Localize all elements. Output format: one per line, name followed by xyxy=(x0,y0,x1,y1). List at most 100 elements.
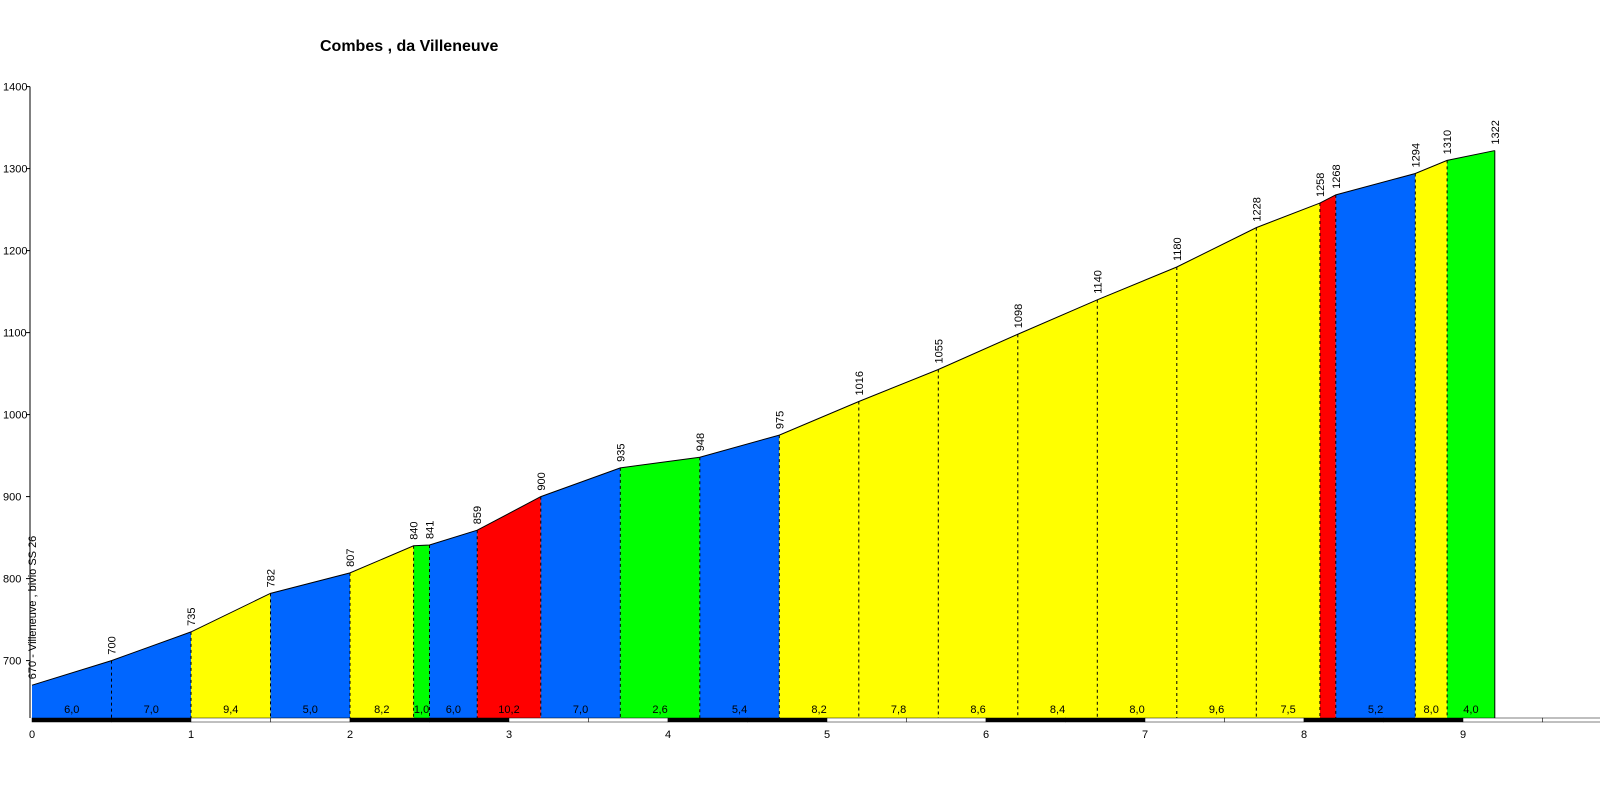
segment-gradient-label: 2,6 xyxy=(652,704,667,716)
km-bar-block xyxy=(111,717,192,723)
elevation-label: 900 xyxy=(536,472,548,490)
x-tick-label: 7 xyxy=(1142,729,1148,741)
km-bar-block xyxy=(667,717,748,723)
km-bar-block xyxy=(747,717,828,723)
elevation-label: 735 xyxy=(186,608,198,626)
y-tick-label: 1100 xyxy=(3,328,27,340)
gradient-segment xyxy=(540,467,621,718)
elevation-label: 841 xyxy=(425,521,437,539)
km-bar-block xyxy=(826,717,907,723)
km-bar-block xyxy=(1144,717,1225,723)
km-bar-block xyxy=(985,717,1066,723)
elevation-label: 935 xyxy=(615,444,627,462)
x-tick-label: 8 xyxy=(1301,729,1307,741)
gradient-segment xyxy=(1097,267,1177,718)
elevation-label: 1294 xyxy=(1410,143,1422,167)
elevation-label: 1098 xyxy=(1013,304,1025,328)
km-bar-block xyxy=(906,717,987,723)
km-bar-block xyxy=(429,717,510,723)
km-bar-block xyxy=(270,717,351,723)
gradient-segment xyxy=(270,572,350,718)
gradient-segment xyxy=(1415,160,1448,718)
elevation-label: 859 xyxy=(472,506,484,524)
x-tick-label: 4 xyxy=(665,729,671,741)
km-bar-block xyxy=(1303,717,1384,723)
segment-gradient-label: 9,6 xyxy=(1209,704,1224,716)
segment-gradient-label: 5,2 xyxy=(1368,704,1383,716)
elevation-label: 1322 xyxy=(1490,120,1502,144)
segment-gradient-label: 10,2 xyxy=(498,704,519,716)
gradient-segment xyxy=(1319,194,1336,719)
profile-line xyxy=(31,150,1495,686)
gradient-segment xyxy=(1176,227,1257,718)
segment-gradient-label: 7,0 xyxy=(573,704,588,716)
km-bar-block xyxy=(190,717,271,723)
gradient-segment xyxy=(413,544,430,718)
km-bar-block xyxy=(349,717,430,723)
segment-gradient-label: 8,2 xyxy=(811,704,826,716)
km-bar-block xyxy=(1065,717,1146,723)
segment-gradient-label: 9,4 xyxy=(223,704,238,716)
km-bar-block xyxy=(1542,717,1600,723)
x-tick-label: 9 xyxy=(1460,729,1466,741)
km-bar-block xyxy=(1224,717,1305,723)
y-tick-label: 700 xyxy=(3,656,21,668)
gradient-segment xyxy=(429,530,478,718)
x-tick-label: 3 xyxy=(506,729,512,741)
segment-gradient-label: 7,0 xyxy=(144,704,159,716)
x-tick-label: 2 xyxy=(347,729,353,741)
y-tick-label: 1300 xyxy=(3,164,27,176)
segment-gradient-label: 4,0 xyxy=(1463,704,1478,716)
gradient-segment xyxy=(858,369,939,718)
y-tick-label: 1200 xyxy=(3,246,27,258)
segment-gradient-label: 8,0 xyxy=(1424,704,1439,716)
segment-gradient-label: 8,4 xyxy=(1050,704,1065,716)
y-tick-label: 1400 xyxy=(3,82,27,94)
gradient-segment xyxy=(1335,173,1416,718)
chart-title: Combes , da Villeneuve xyxy=(320,38,499,55)
x-tick-label: 1 xyxy=(188,729,194,741)
elevation-label: 1180 xyxy=(1172,237,1184,261)
segment-gradient-label: 8,0 xyxy=(1129,704,1144,716)
km-bar-block xyxy=(508,717,589,723)
segment-gradient-label: 6,0 xyxy=(446,704,461,716)
segment-gradient-label: 6,0 xyxy=(64,704,79,716)
elevation-label: 807 xyxy=(345,549,357,567)
segment-gradient-label: 7,8 xyxy=(891,704,906,716)
segment-gradient-label: 7,5 xyxy=(1280,704,1295,716)
elevation-label: 975 xyxy=(774,411,786,429)
gradient-segment xyxy=(1017,299,1098,718)
gradient-segment xyxy=(1256,203,1320,719)
elevation-label: 948 xyxy=(695,433,707,451)
segment-gradient-label: 8,6 xyxy=(970,704,985,716)
elevation-label: 1268 xyxy=(1331,164,1343,188)
x-tick-label: 5 xyxy=(824,729,830,741)
start-label: 670 - Villeneuve , bivio SS 26 xyxy=(27,536,39,680)
gradient-segment xyxy=(477,496,541,718)
x-tick-label: 6 xyxy=(983,729,989,741)
gradient-segment xyxy=(938,334,1018,718)
elevation-label: 782 xyxy=(266,569,278,587)
gradient-segment xyxy=(1447,150,1495,718)
elevation-label: 840 xyxy=(409,521,421,539)
km-bar-block xyxy=(31,717,112,723)
gradient-segment xyxy=(620,457,700,718)
segment-gradient-label: 5,4 xyxy=(732,704,747,716)
elevation-label: 1140 xyxy=(1092,270,1104,294)
y-tick-label: 1000 xyxy=(3,410,27,422)
elevation-label: 1016 xyxy=(854,371,866,395)
km-bar-block xyxy=(1462,717,1543,723)
x-tick-label: 0 xyxy=(29,729,35,741)
gradient-segment xyxy=(191,593,271,718)
segment-gradient-label: 8,2 xyxy=(374,704,389,716)
elevation-label: 1228 xyxy=(1251,197,1263,221)
segment-gradient-label: 5,0 xyxy=(303,704,318,716)
km-bar-block xyxy=(588,717,669,723)
gradient-segment xyxy=(350,545,414,718)
gradient-segment xyxy=(779,401,859,718)
elevation-label: 1055 xyxy=(933,339,945,363)
elevation-label: 1310 xyxy=(1442,130,1454,154)
gradient-segment xyxy=(32,660,112,718)
elevation-label: 1258 xyxy=(1315,173,1327,197)
